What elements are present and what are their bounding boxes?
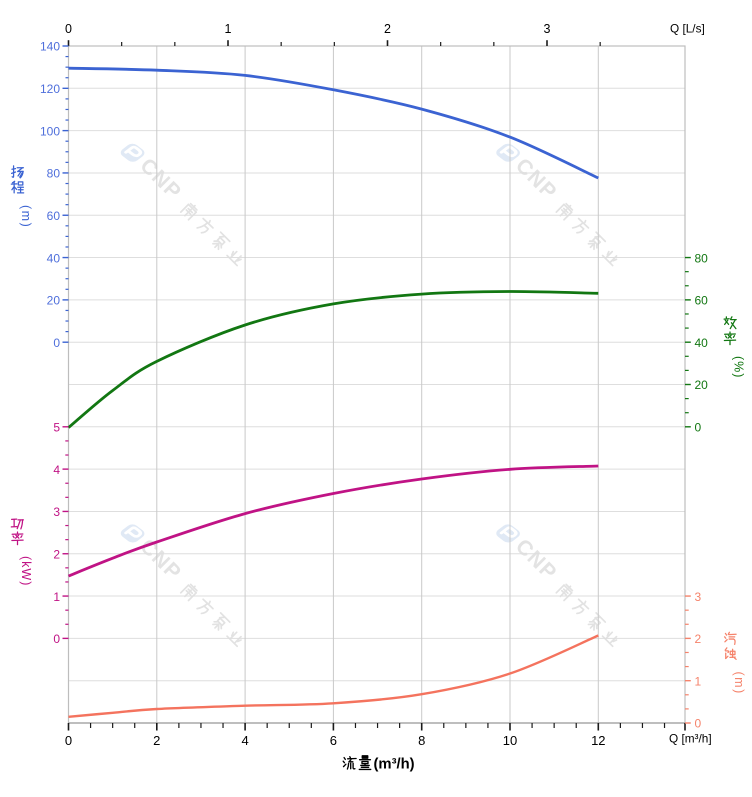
svg-text:2: 2 [695,632,702,646]
svg-text:10: 10 [503,733,517,748]
svg-text:0: 0 [53,336,60,350]
svg-text:80: 80 [695,251,709,265]
svg-text:Q [m³/h]: Q [m³/h] [669,732,712,746]
svg-text:1: 1 [695,674,702,688]
svg-text:(m³/h): (m³/h) [374,757,415,773]
svg-text:(m): (m) [732,672,746,695]
svg-text:(%): (%) [732,356,746,378]
svg-text:140: 140 [40,40,60,54]
svg-text:4: 4 [53,463,60,477]
svg-text:2: 2 [384,22,391,36]
svg-text:1: 1 [53,590,60,604]
svg-text:Q [L/s]: Q [L/s] [670,22,705,36]
svg-text:40: 40 [695,336,709,350]
svg-text:0: 0 [65,733,72,748]
svg-text:40: 40 [47,251,61,265]
svg-text:12: 12 [591,733,605,748]
svg-text:1: 1 [225,22,232,36]
svg-text:2: 2 [153,733,160,748]
svg-text:20: 20 [47,294,61,308]
svg-text:0: 0 [65,22,72,36]
svg-text:6: 6 [330,733,337,748]
svg-text:3: 3 [544,22,551,36]
svg-text:(kW): (kW) [19,556,33,586]
svg-text:60: 60 [47,209,61,223]
svg-text:120: 120 [40,82,60,96]
svg-text:60: 60 [695,294,709,308]
svg-text:5: 5 [53,421,60,435]
svg-text:4: 4 [241,733,248,748]
svg-text:20: 20 [695,378,709,392]
svg-text:3: 3 [695,590,702,604]
svg-text:0: 0 [695,421,702,435]
svg-text:2: 2 [53,548,60,562]
svg-text:100: 100 [40,124,60,138]
svg-text:8: 8 [418,733,425,748]
svg-text:0: 0 [53,632,60,646]
svg-text:0: 0 [695,717,702,731]
svg-text:(m): (m) [19,205,33,228]
svg-text:80: 80 [47,167,61,181]
svg-text:3: 3 [53,505,60,519]
